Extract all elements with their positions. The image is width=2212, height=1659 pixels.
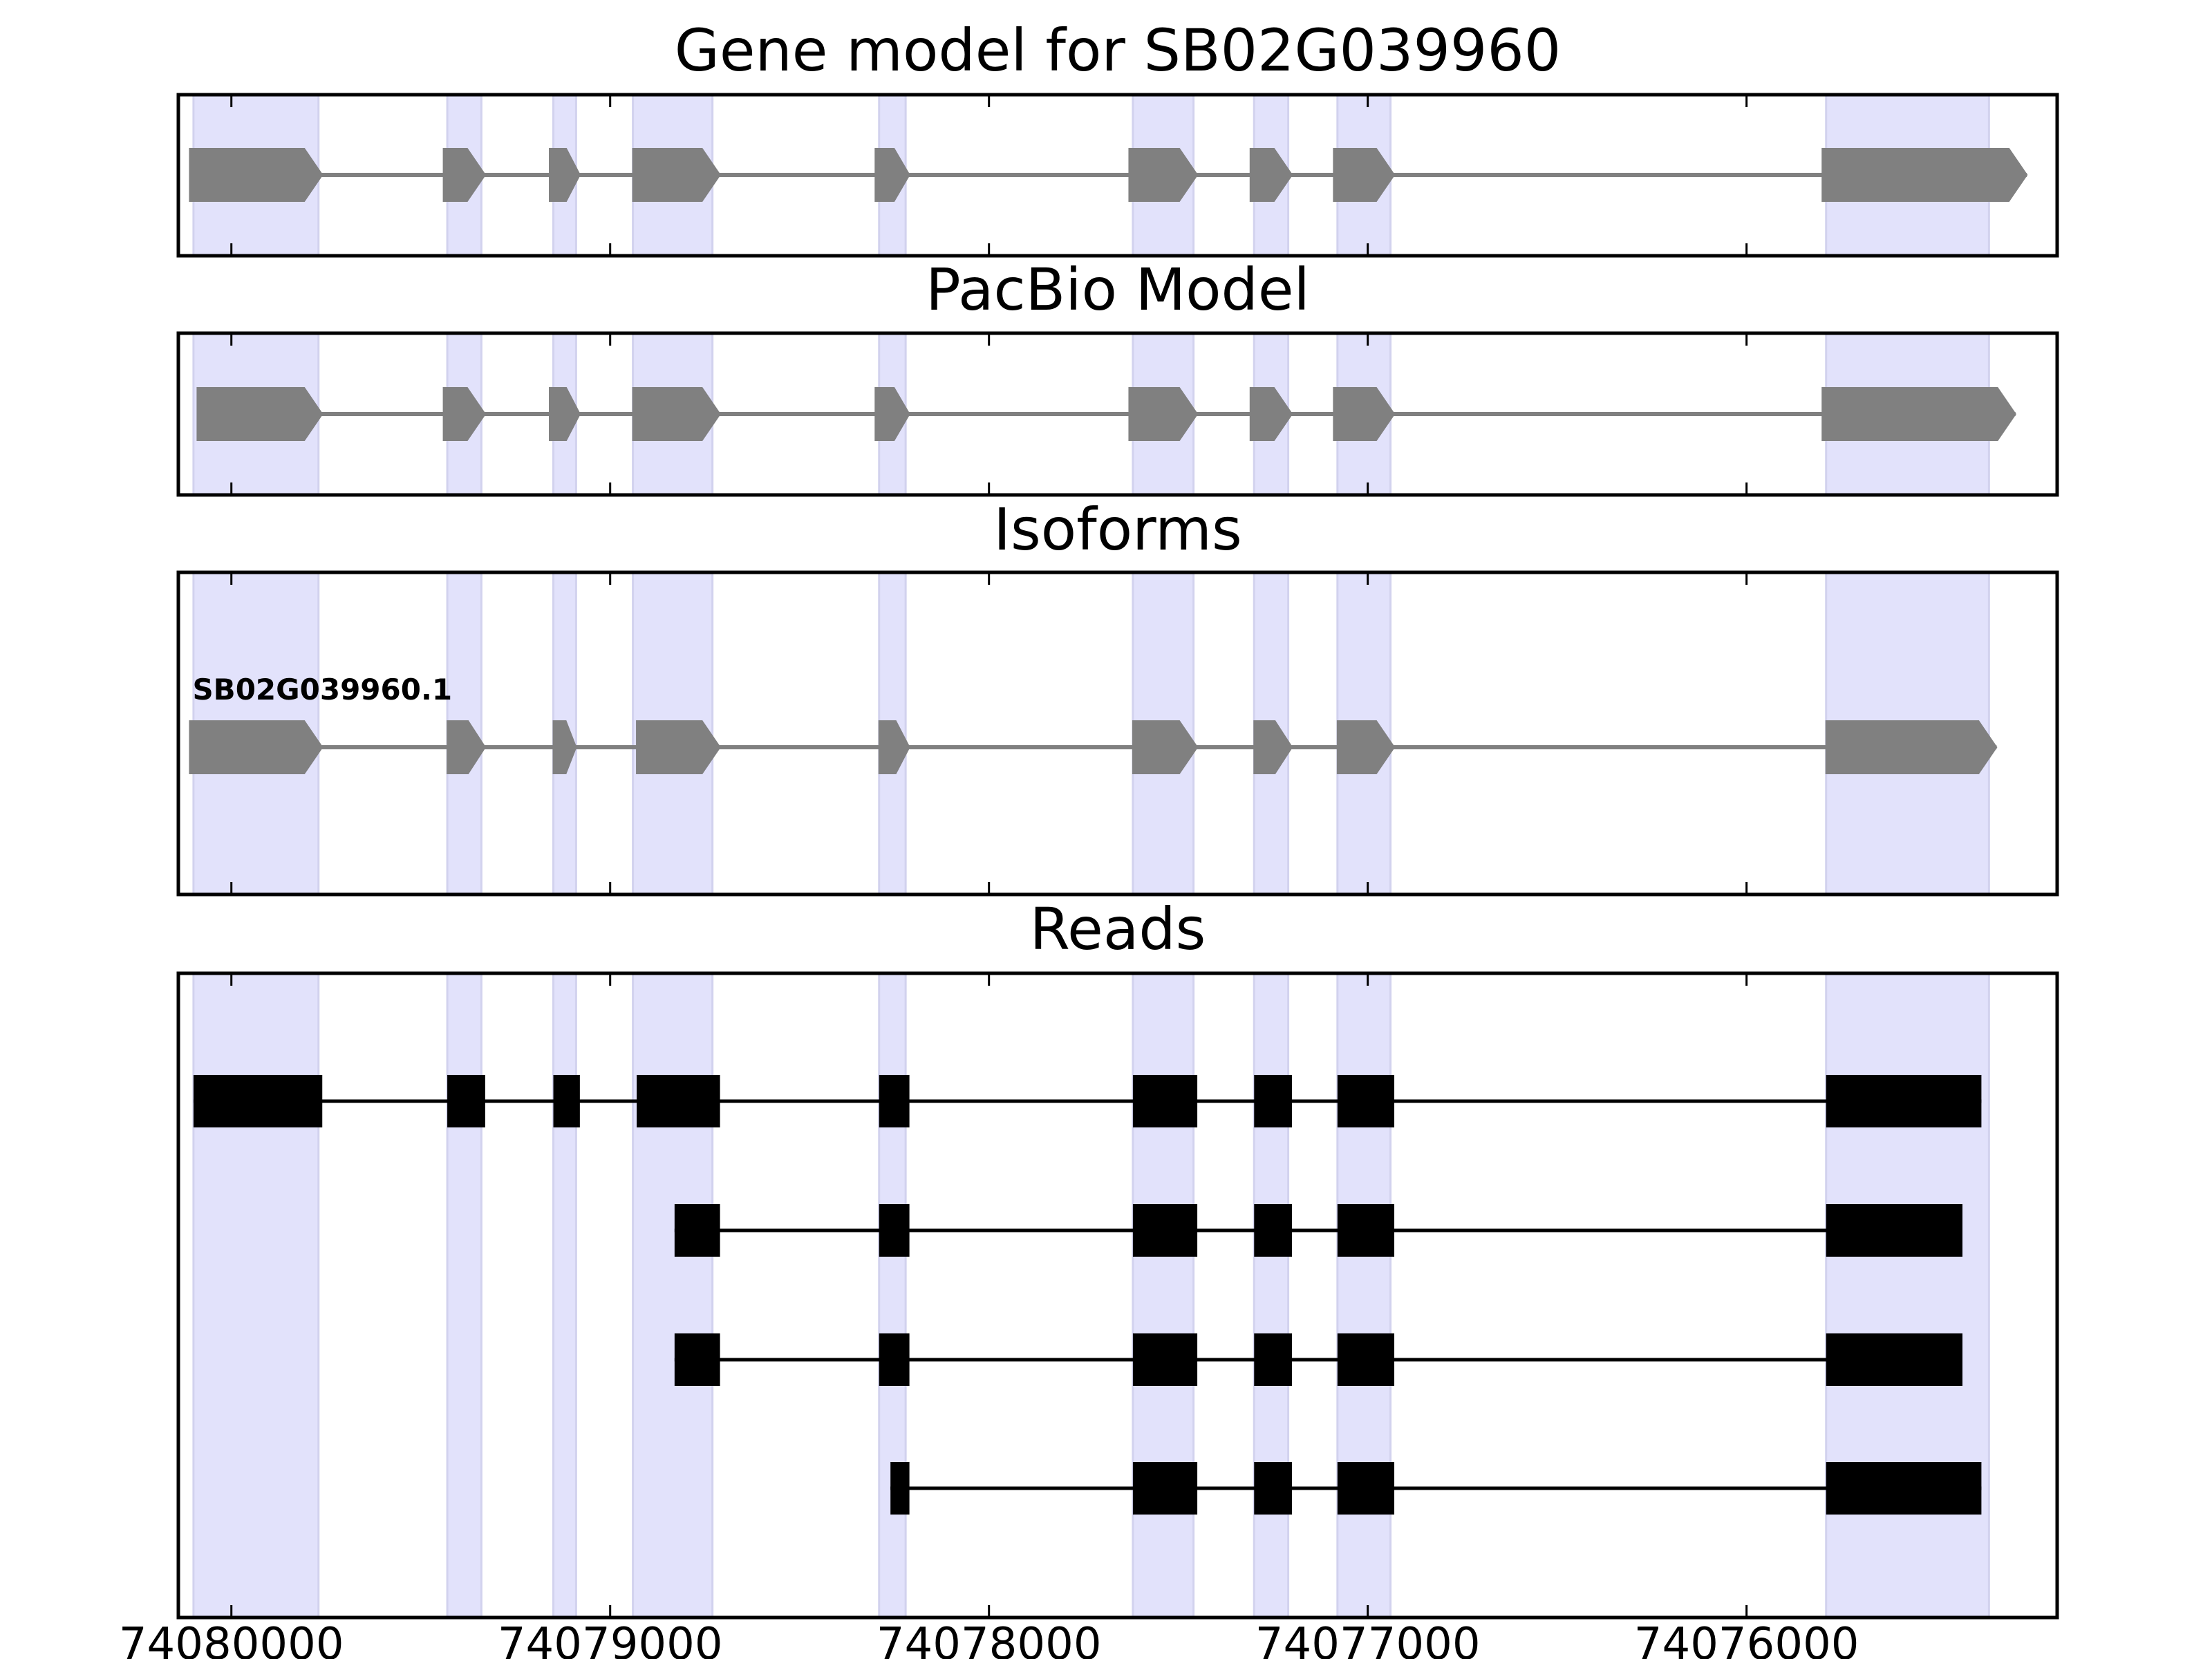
panel-4-track-3-exon-3 <box>1132 1333 1198 1386</box>
panel-4-exon-region-9 <box>1825 972 1990 1619</box>
panel-1-track-1-exon-3 <box>549 148 581 202</box>
panel-4-exon-region-4 <box>632 972 714 1619</box>
panel-4-exon-region-5 <box>878 972 907 1619</box>
panel-4-track-2-exon-3 <box>1132 1204 1198 1257</box>
panel-1-track-1-exon-6 <box>1128 148 1199 202</box>
panel-2-track-1-exon-7 <box>1249 387 1293 441</box>
panel-2-track-1-exon-4 <box>632 387 721 441</box>
panel-4-frame <box>176 971 2059 1620</box>
x-tick-label-2: 74079000 <box>498 1619 723 1659</box>
panel-4-track-4-exon-3 <box>1254 1462 1293 1515</box>
panel-2-track-1-exon-8 <box>1333 387 1396 441</box>
panel-2-track-1-exon-2 <box>442 387 487 441</box>
panel-1-track-1-exon-2 <box>442 148 487 202</box>
panel-4-track-4-exon-1 <box>890 1462 910 1515</box>
panel-3-track-1-label: SB02G039960.1 <box>192 673 452 706</box>
panel-1-title: Gene model for SB02G039960 <box>675 17 1561 84</box>
panel-3-title: Isoforms <box>993 496 1242 563</box>
panel-4-track-3-exon-1 <box>674 1333 720 1386</box>
panel-4-track-3-exon-6 <box>1826 1333 1963 1386</box>
panel-4-track-2-exon-5 <box>1337 1204 1395 1257</box>
x-tick-label-5: 74076000 <box>1634 1619 1859 1659</box>
panel-1-track-1-exon-9 <box>1821 148 2028 202</box>
panel-4-track-3-exon-5 <box>1337 1333 1395 1386</box>
panel-4-track-2-exon-6 <box>1826 1204 1963 1257</box>
panel-2-track-1-exon-1 <box>196 387 324 441</box>
panel-3-track-1-exon-9 <box>1825 720 1998 774</box>
panel-4-track-3-exon-2 <box>879 1333 910 1386</box>
panel-4-track-1-exon-2 <box>447 1075 485 1127</box>
panel-1-track-1-exon-5 <box>874 148 910 202</box>
panel-4-track-3-exon-4 <box>1254 1333 1293 1386</box>
panel-2-frame <box>176 331 2059 497</box>
x-tick-label-4: 74077000 <box>1255 1619 1481 1659</box>
panel-4-track-1-exon-7 <box>1254 1075 1293 1127</box>
panel-1-frame <box>176 93 2059 258</box>
panel-4-title: Reads <box>1030 895 1206 963</box>
panel-1-track-1-exon-8 <box>1333 148 1396 202</box>
panel-3-frame <box>176 570 2059 897</box>
panel-4-track-4-exon-5 <box>1826 1462 1982 1515</box>
x-tick-label-3: 74078000 <box>877 1619 1102 1659</box>
panel-4-exon-region-2 <box>446 972 482 1619</box>
panel-4-track-1-exon-5 <box>879 1075 910 1127</box>
panel-3-track-1-exon-4 <box>636 720 721 774</box>
panel-3-track-1-exon-8 <box>1336 720 1396 774</box>
panel-1-track-1-exon-4 <box>632 148 721 202</box>
panel-4-track-1-exon-1 <box>193 1075 323 1127</box>
panel-4-exon-region-3 <box>552 972 577 1619</box>
panel-2-title: PacBio Model <box>926 256 1310 324</box>
panel-3-track-1-exon-2 <box>447 720 487 774</box>
panel-3-track-1-exon-7 <box>1253 720 1293 774</box>
panel-2-track-1-exon-5 <box>874 387 910 441</box>
panel-4-track-2-exon-2 <box>879 1204 910 1257</box>
panel-4-exon-region-8 <box>1336 972 1392 1619</box>
panel-3-track-1-exon-5 <box>878 720 910 774</box>
panel-4-track-1-exon-8 <box>1337 1075 1395 1127</box>
panel-4-track-2-exon-1 <box>674 1204 720 1257</box>
panel-4-exon-region-6 <box>1132 972 1195 1619</box>
panel-4-exon-region-7 <box>1253 972 1290 1619</box>
panel-1-track-1-exon-1 <box>189 148 324 202</box>
panel-2-track-1-exon-9 <box>1821 387 2016 441</box>
panel-4-track-1-exon-4 <box>637 1075 720 1127</box>
panel-4-track-4-exon-2 <box>1132 1462 1198 1515</box>
x-tick-label-1: 74080000 <box>119 1619 344 1659</box>
panel-2-track-1-exon-6 <box>1128 387 1199 441</box>
panel-4-track-1-exon-6 <box>1132 1075 1198 1127</box>
panel-4-track-1-exon-3 <box>553 1075 580 1127</box>
panel-2-track-1-exon-3 <box>549 387 581 441</box>
panel-4-track-4-exon-4 <box>1337 1462 1395 1515</box>
panel-1-track-1-exon-7 <box>1249 148 1293 202</box>
panel-4-exon-region-1 <box>192 972 320 1619</box>
panel-4-track-2-exon-4 <box>1254 1204 1293 1257</box>
panel-3-track-1-exon-1 <box>189 720 324 774</box>
panel-3-track-1-exon-6 <box>1132 720 1199 774</box>
panel-3-track-1-exon-3 <box>552 720 577 774</box>
panel-4-track-1-exon-9 <box>1826 1075 1982 1127</box>
